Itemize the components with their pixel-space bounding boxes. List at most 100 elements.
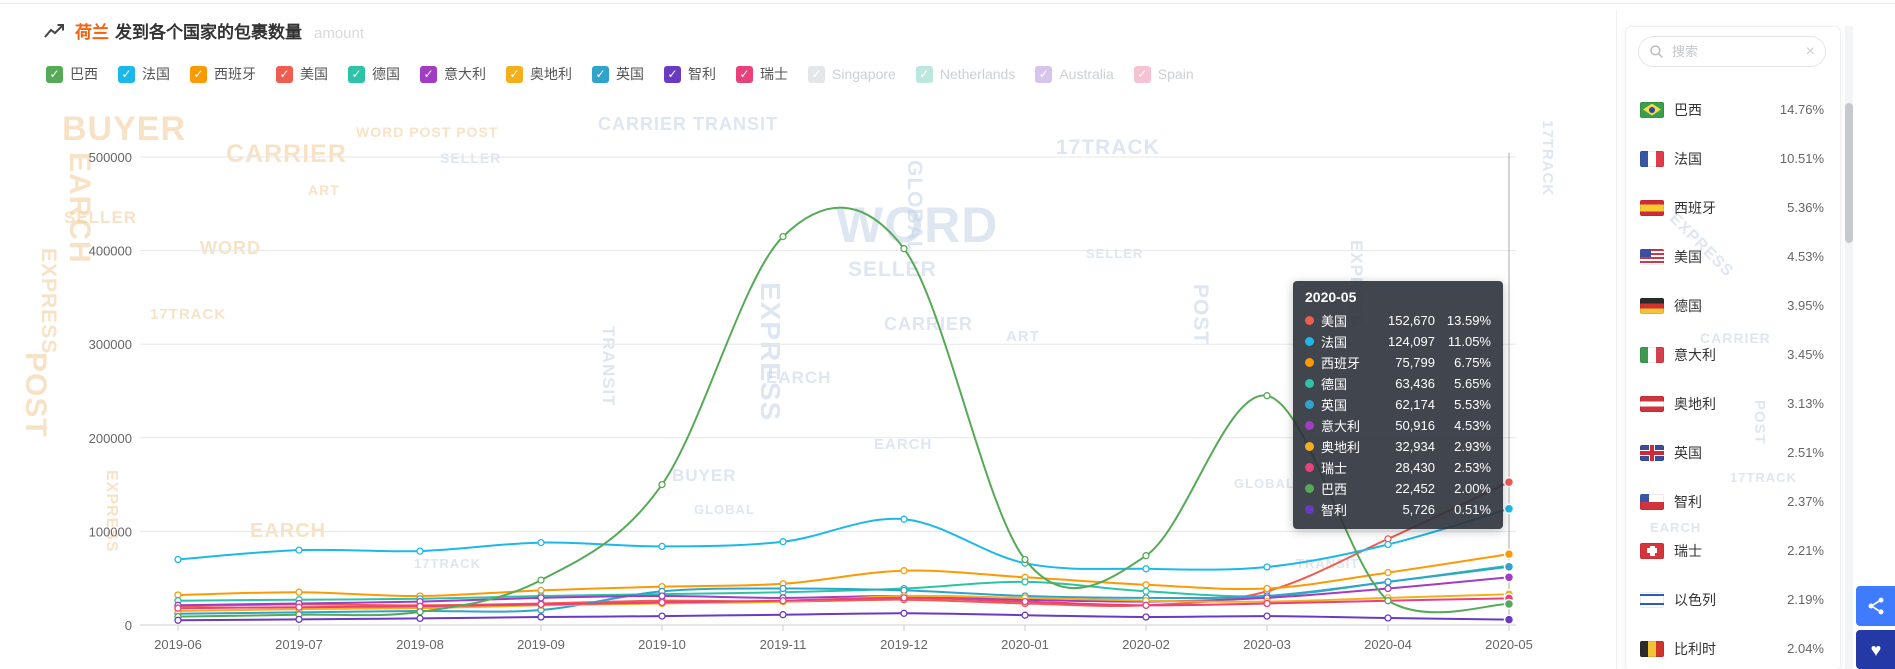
data-point	[174, 604, 182, 612]
share-button[interactable]	[1856, 586, 1895, 626]
country-row[interactable]: 奥地利 3.13%	[1625, 379, 1839, 428]
filter-item-10[interactable]: ✓ 瑞士	[736, 64, 788, 84]
country-row[interactable]: 法国 10.51%	[1625, 134, 1839, 183]
data-point	[1021, 578, 1029, 586]
tooltip-series-dot	[1305, 442, 1314, 451]
checkbox-icon[interactable]: ✓	[276, 65, 293, 83]
x-axis-label: 2019-06	[154, 637, 202, 652]
data-point	[537, 600, 545, 609]
country-row[interactable]: 德国 3.95%	[1625, 281, 1839, 330]
filter-item-3[interactable]: ✓ 西班牙	[190, 64, 256, 84]
filter-item-7[interactable]: ✓ 奥地利	[506, 64, 572, 84]
data-point	[900, 609, 908, 617]
data-point	[1503, 503, 1515, 515]
country-name: 意大利	[1674, 346, 1716, 363]
cl-flag-icon	[1640, 493, 1664, 510]
checkbox-icon[interactable]: ✓	[736, 65, 753, 83]
data-point	[1021, 555, 1029, 564]
country-row[interactable]: 智利 2.37%	[1625, 477, 1839, 526]
data-point	[1263, 599, 1271, 608]
close-icon[interactable]: ×	[1805, 42, 1815, 60]
page-header: 荷兰 发到各个国家的包裹数量 amount	[44, 16, 364, 44]
data-point	[1142, 552, 1150, 560]
filter-item-5[interactable]: ✓ 德国	[348, 64, 400, 84]
tooltip-country: 西班牙	[1321, 356, 1361, 371]
country-name: 德国	[1674, 297, 1702, 314]
data-point	[1503, 561, 1515, 573]
filter-item-8[interactable]: ✓ 英国	[592, 64, 644, 84]
scrollbar-thumb[interactable]	[1845, 103, 1853, 243]
country-name: 英国	[1674, 444, 1702, 461]
country-row[interactable]: 意大利 3.45%	[1625, 330, 1839, 379]
y-axis-label: 300000	[89, 337, 132, 352]
data-point	[1142, 565, 1150, 573]
data-point	[658, 598, 666, 607]
filter-label: 美国	[300, 66, 328, 82]
data-point	[174, 555, 182, 564]
country-row[interactable]: 西班牙 5.36%	[1625, 183, 1839, 232]
line-chart[interactable]: 0 100000 200000 300000 400000 500000 2019-06 20…	[0, 100, 1560, 669]
tooltip-country: 法国	[1321, 335, 1348, 350]
tooltip-country: 意大利	[1321, 419, 1361, 434]
tooltip-value: 5,726	[1402, 502, 1435, 517]
checkbox-icon[interactable]: ✓	[592, 65, 609, 83]
data-point	[1142, 613, 1150, 621]
country-row[interactable]: 瑞士 2.21%	[1625, 526, 1839, 575]
filter-item-14[interactable]: ✓ Spain	[1133, 65, 1194, 83]
country-name: 瑞士	[1674, 542, 1702, 559]
filter-item-4[interactable]: ✓ 美国	[276, 64, 328, 84]
checkbox-icon[interactable]: ✓	[1133, 65, 1151, 83]
filter-item-6[interactable]: ✓ 意大利	[420, 64, 486, 84]
it-flag-icon	[1640, 346, 1664, 363]
country-row[interactable]: 比利时 2.04%	[1625, 624, 1839, 669]
x-axis-label: 2019-08	[396, 637, 444, 652]
data-point	[900, 515, 908, 523]
filter-item-2[interactable]: ✓ 法国	[118, 64, 170, 84]
chart-area[interactable]: 0 100000 200000 300000 400000 500000 2019-06 20…	[0, 100, 1560, 669]
filter-item-13[interactable]: ✓ Australia	[1035, 65, 1114, 83]
country-name: 西班牙	[1674, 199, 1716, 216]
checkbox-icon[interactable]: ✓	[190, 65, 207, 83]
filter-item-1[interactable]: ✓ 巴西	[46, 64, 98, 84]
country-percent: 10.51%	[1779, 151, 1824, 166]
tooltip-series-dot	[1305, 421, 1314, 430]
country-row[interactable]: 巴西 14.76%	[1625, 85, 1839, 134]
country-percent: 2.19%	[1787, 592, 1824, 607]
tooltip-percent: 13.59%	[1446, 313, 1491, 328]
checkbox-icon[interactable]: ✓	[348, 65, 365, 83]
checkbox-icon[interactable]: ✓	[118, 65, 135, 83]
checkbox-icon[interactable]: ✓	[915, 65, 933, 83]
country-name: 比利时	[1674, 640, 1716, 657]
country-percent: 4.53%	[1787, 249, 1824, 264]
tooltip-percent: 6.75%	[1454, 355, 1491, 370]
scrollbar-track[interactable]	[1845, 26, 1853, 669]
filter-item-12[interactable]: ✓ Netherlands	[915, 65, 1015, 83]
title-text: 发到各个国家的包裹数量	[115, 22, 302, 42]
tooltip-percent: 11.05%	[1447, 334, 1491, 349]
filter-item-9[interactable]: ✓ 智利	[664, 64, 716, 84]
country-row[interactable]: 以色列 2.19%	[1625, 575, 1839, 624]
checkbox-icon[interactable]: ✓	[420, 65, 437, 83]
checkbox-icon[interactable]: ✓	[1035, 65, 1053, 83]
checkbox-icon[interactable]: ✓	[506, 65, 523, 83]
tooltip-percent: 2.00%	[1454, 481, 1491, 496]
filter-item-11[interactable]: ✓ Singapore	[808, 65, 896, 83]
data-point	[295, 603, 303, 611]
favorite-button[interactable]: ♥	[1856, 630, 1895, 669]
checkbox-icon[interactable]: ✓	[46, 65, 63, 83]
br-flag-icon	[1640, 101, 1664, 118]
checkbox-icon[interactable]: ✓	[664, 65, 681, 83]
filter-label: Australia	[1059, 66, 1114, 82]
country-percent: 3.45%	[1787, 347, 1824, 362]
country-row[interactable]: 美国 4.53%	[1625, 232, 1839, 281]
checkbox-icon[interactable]: ✓	[808, 65, 825, 83]
x-axis-label: 2020-04	[1364, 637, 1412, 652]
search-box[interactable]: ×	[1638, 36, 1826, 67]
country-percent: 3.13%	[1787, 396, 1824, 411]
country-row[interactable]: 英国 2.51%	[1625, 428, 1839, 477]
tooltip-value: 75,799	[1395, 355, 1435, 370]
search-input[interactable]	[1670, 43, 1800, 60]
be-flag-icon	[1640, 640, 1664, 657]
x-axis-label: 2019-11	[760, 637, 807, 652]
us-flag-icon	[1640, 248, 1664, 265]
